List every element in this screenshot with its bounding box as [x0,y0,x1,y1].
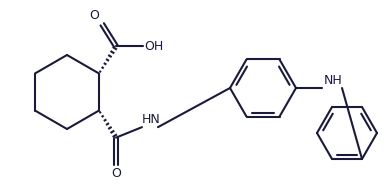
Text: OH: OH [144,40,163,53]
Text: NH: NH [324,74,343,87]
Text: O: O [89,9,99,22]
Text: HN: HN [142,113,161,126]
Text: O: O [111,167,121,180]
